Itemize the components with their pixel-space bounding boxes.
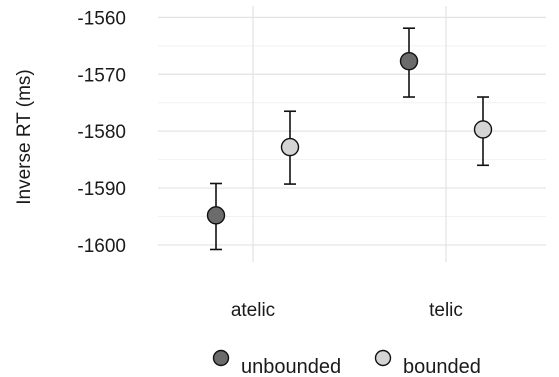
legend: unbounded bounded <box>212 349 481 377</box>
data-point-bounded <box>473 120 493 139</box>
data-point-unbounded <box>206 206 226 225</box>
data-point-bounded <box>280 137 300 157</box>
y-tick-label: -1580 <box>77 122 126 143</box>
x-tick-label: telic <box>429 300 463 321</box>
legend-key-unbounded <box>212 349 230 367</box>
legend-label-unbounded: unbounded <box>241 356 341 377</box>
legend-key-bounded <box>374 349 392 367</box>
x-tick-labels: atelic telic <box>231 300 463 321</box>
data-marks <box>206 27 493 251</box>
y-axis-label: Inverse RT (ms) <box>14 69 35 205</box>
y-tick-label: -1600 <box>77 236 126 257</box>
legend-label-bounded: bounded <box>403 356 481 377</box>
y-tick-label: -1590 <box>77 179 126 200</box>
y-tick-label: -1560 <box>77 8 126 29</box>
y-tick-label: -1570 <box>77 65 126 86</box>
grid <box>158 6 546 262</box>
data-point-unbounded <box>399 51 419 71</box>
x-tick-label: atelic <box>231 300 275 321</box>
y-tick-labels: -1560 -1570 -1580 -1590 -1600 <box>77 8 126 257</box>
